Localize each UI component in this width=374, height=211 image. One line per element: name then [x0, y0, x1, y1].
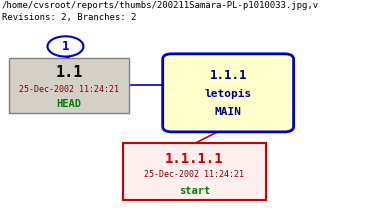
Circle shape: [47, 36, 83, 57]
Text: 25-Dec-2002 11:24:21: 25-Dec-2002 11:24:21: [144, 170, 245, 179]
Text: 1.1.1: 1.1.1: [209, 69, 247, 83]
Text: 1.1.1.1: 1.1.1.1: [165, 152, 224, 166]
Text: 1.1: 1.1: [55, 65, 83, 80]
Text: 1: 1: [62, 40, 69, 53]
Text: HEAD: HEAD: [57, 99, 82, 109]
FancyBboxPatch shape: [123, 143, 266, 200]
Text: MAIN: MAIN: [215, 107, 242, 117]
FancyBboxPatch shape: [9, 58, 129, 113]
Text: 25-Dec-2002 11:24:21: 25-Dec-2002 11:24:21: [19, 85, 119, 94]
Text: Revisions: 2, Branches: 2: Revisions: 2, Branches: 2: [2, 13, 136, 22]
FancyBboxPatch shape: [163, 54, 294, 132]
Text: start: start: [179, 186, 210, 196]
Text: letopis: letopis: [205, 89, 252, 99]
Text: /home/cvsroot/reports/thumbs/200211Samara-PL-p1010033.jpg,v: /home/cvsroot/reports/thumbs/200211Samar…: [2, 1, 319, 10]
